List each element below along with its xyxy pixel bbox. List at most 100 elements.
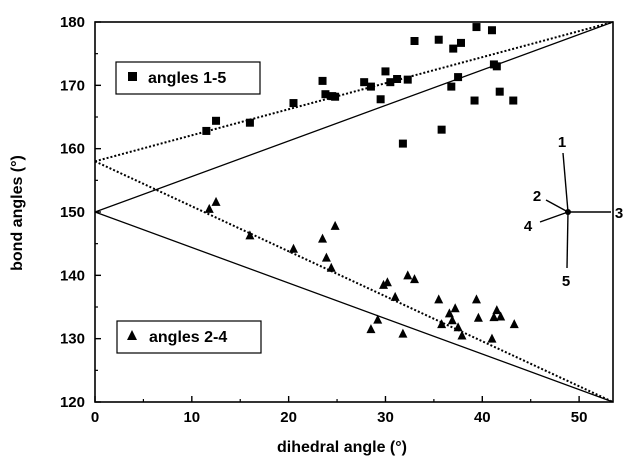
data-point-angles-2-4 bbox=[450, 303, 460, 313]
legend-marker-triangle bbox=[127, 330, 137, 340]
data-point-angles-2-4 bbox=[390, 291, 400, 301]
data-point-angles-1-5 bbox=[386, 78, 395, 87]
data-point-angles-1-5 bbox=[398, 139, 407, 148]
data-point-angles-2-4 bbox=[382, 277, 392, 287]
x-axis-title: dihedral angle (°) bbox=[277, 439, 407, 456]
bond-5 bbox=[566, 211, 569, 269]
data-point-angles-1-5 bbox=[393, 75, 402, 83]
data-point-angles-2-4 bbox=[288, 243, 298, 253]
reference-line-solid-0 bbox=[94, 21, 614, 213]
reference-line-solid-1 bbox=[94, 211, 614, 403]
x-tick-label: 40 bbox=[474, 409, 491, 426]
data-point-angles-1-5 bbox=[318, 76, 327, 85]
legend-box-angles-1-5 bbox=[115, 61, 261, 95]
y-tick-label: 170 bbox=[60, 77, 85, 94]
data-point-angles-1-5 bbox=[289, 99, 298, 108]
data-point-angles-2-4 bbox=[379, 279, 389, 289]
data-point-angles-2-4 bbox=[487, 333, 497, 343]
data-point-angles-1-5 bbox=[437, 125, 446, 134]
data-point-angles-2-4 bbox=[453, 322, 463, 332]
data-point-angles-1-5 bbox=[434, 35, 443, 44]
central-atom bbox=[565, 209, 571, 215]
data-point-angles-1-5 bbox=[366, 82, 375, 91]
data-point-angles-1-5 bbox=[509, 96, 518, 105]
plot-lines bbox=[94, 21, 614, 403]
bond-4 bbox=[539, 211, 569, 223]
data-point-angles-1-5 bbox=[212, 116, 221, 125]
reference-line-dotted-2 bbox=[94, 21, 614, 163]
data-point-angles-2-4 bbox=[496, 311, 506, 321]
data-point-angles-2-4 bbox=[471, 294, 481, 304]
data-point-angles-2-4 bbox=[437, 319, 447, 329]
data-point-angles-2-4 bbox=[204, 203, 214, 213]
data-point-angles-2-4 bbox=[321, 252, 331, 262]
molecule-inset-diagram: 1 2 3 4 5 bbox=[524, 134, 623, 290]
series-angles-2-4-points bbox=[204, 196, 519, 343]
data-point-angles-1-5 bbox=[202, 126, 211, 135]
reference-line-dotted-3 bbox=[94, 160, 614, 403]
data-point-angles-1-5 bbox=[447, 82, 456, 91]
data-point-angles-1-5 bbox=[456, 38, 465, 47]
data-point-angles-1-5 bbox=[472, 23, 481, 32]
data-point-angles-1-5 bbox=[492, 62, 501, 71]
data-point-angles-2-4 bbox=[434, 294, 444, 304]
atom-label-5: 5 bbox=[562, 273, 570, 290]
data-point-angles-1-5 bbox=[381, 67, 390, 76]
x-tick-label: 0 bbox=[91, 409, 99, 426]
x-tick-label: 20 bbox=[280, 409, 297, 426]
data-point-angles-2-4 bbox=[326, 262, 336, 272]
data-point-angles-1-5 bbox=[495, 87, 504, 96]
data-point-angles-2-4 bbox=[318, 233, 328, 243]
bond-1 bbox=[562, 152, 569, 213]
data-point-angles-1-5 bbox=[360, 78, 369, 87]
data-point-angles-2-4 bbox=[403, 270, 413, 280]
atom-label-2: 2 bbox=[533, 188, 541, 205]
data-point-angles-1-5 bbox=[331, 92, 340, 101]
legend-angles-2-4: angles 2-4 bbox=[116, 320, 262, 354]
data-point-angles-1-5 bbox=[245, 118, 254, 127]
y-axis-ticks: 120 130 140 150 160 170 180 bbox=[60, 14, 101, 411]
data-point-angles-1-5 bbox=[487, 26, 496, 35]
data-point-angles-1-5 bbox=[449, 44, 458, 53]
y-tick-label: 150 bbox=[60, 204, 85, 221]
bond-2 bbox=[545, 199, 569, 213]
y-tick-label: 180 bbox=[60, 14, 85, 31]
x-axis-ticks: 0 10 20 30 40 50 bbox=[91, 396, 588, 426]
y-tick-label: 140 bbox=[60, 267, 85, 284]
x-tick-label: 50 bbox=[571, 409, 588, 426]
data-point-angles-2-4 bbox=[211, 196, 221, 206]
data-point-angles-2-4 bbox=[444, 308, 454, 318]
data-point-angles-2-4 bbox=[489, 312, 499, 322]
data-point-angles-1-5 bbox=[410, 37, 419, 45]
legend-label-angles-2-4: angles 2-4 bbox=[149, 329, 227, 346]
data-point-angles-2-4 bbox=[457, 330, 467, 340]
data-point-angles-1-5 bbox=[454, 73, 463, 82]
data-point-angles-2-4 bbox=[473, 312, 483, 322]
data-point-angles-2-4 bbox=[373, 314, 383, 324]
data-point-angles-1-5 bbox=[376, 95, 385, 104]
data-point-angles-1-5 bbox=[470, 96, 479, 105]
legend-label-angles-1-5: angles 1-5 bbox=[148, 70, 226, 87]
x-tick-label: 30 bbox=[377, 409, 394, 426]
data-point-angles-2-4 bbox=[410, 274, 420, 284]
legend-angles-1-5: angles 1-5 bbox=[115, 61, 261, 95]
data-point-angles-2-4 bbox=[366, 324, 376, 334]
data-point-angles-2-4 bbox=[330, 220, 340, 230]
y-tick-label: 130 bbox=[60, 331, 85, 348]
y-tick-label: 160 bbox=[60, 141, 85, 158]
atom-label-3: 3 bbox=[615, 205, 623, 222]
x-tick-label: 10 bbox=[183, 409, 200, 426]
series-angles-1-5-points bbox=[202, 23, 518, 148]
data-point-angles-2-4 bbox=[447, 315, 457, 325]
data-point-angles-2-4 bbox=[509, 319, 519, 329]
y-axis-title: bond angles (°) bbox=[9, 155, 26, 271]
atom-label-4: 4 bbox=[524, 218, 533, 235]
data-point-angles-2-4 bbox=[398, 328, 408, 338]
data-point-angles-1-5 bbox=[403, 75, 412, 84]
legend-marker-square bbox=[128, 72, 137, 81]
atom-label-1: 1 bbox=[558, 134, 566, 151]
data-point-angles-2-4 bbox=[492, 305, 502, 315]
legend-box-angles-2-4 bbox=[116, 320, 262, 354]
y-tick-label: 120 bbox=[60, 394, 85, 411]
